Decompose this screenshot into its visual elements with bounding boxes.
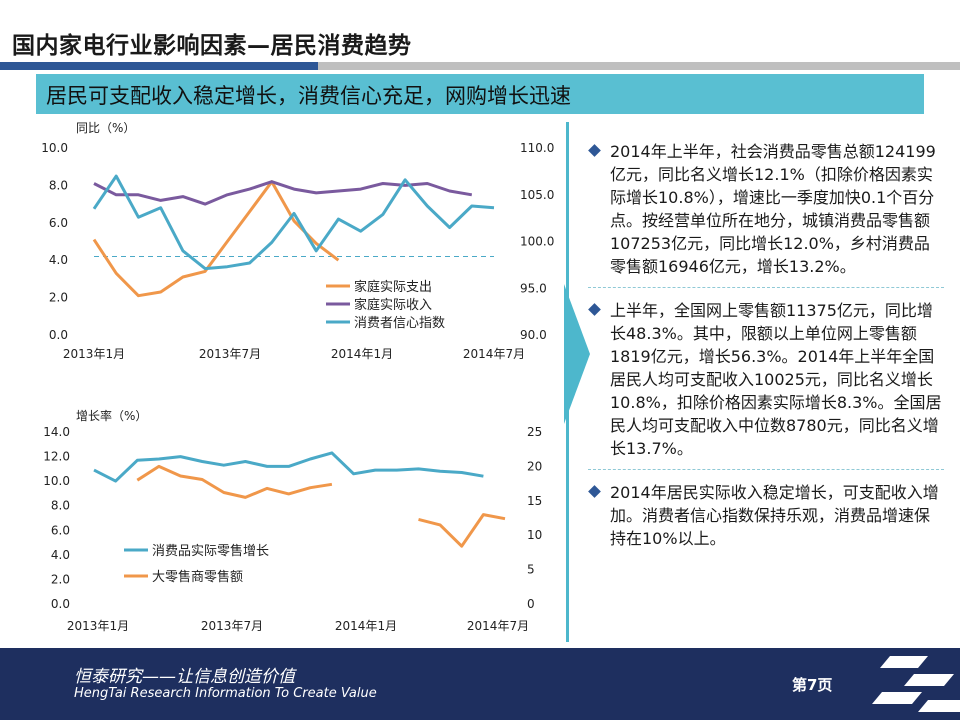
y-tick-label: 8.0 xyxy=(49,178,68,192)
x-tick-label: 2013年7月 xyxy=(199,347,261,361)
page-title: 国内家电行业影响因素—居民消费趋势 xyxy=(12,33,412,59)
y-tick-label: 10.0 xyxy=(41,141,68,155)
y2-tick-label: 100.0 xyxy=(520,235,554,249)
series-line xyxy=(93,451,484,483)
series-line xyxy=(418,513,506,548)
y2-tick-label: 110.0 xyxy=(520,141,554,155)
footer-slogan-en: HengTai Research Information To Create V… xyxy=(74,686,377,701)
legend-label: 消费品实际零售增长 xyxy=(152,543,269,559)
y-tick-label: 4.0 xyxy=(51,548,70,562)
page-number: 第7页 xyxy=(792,676,833,694)
y2-tick-label: 25 xyxy=(527,425,542,439)
x-tick-label: 2014年7月 xyxy=(467,619,529,633)
x-tick-label: 2013年1月 xyxy=(63,347,125,361)
y-tick-label: 6.0 xyxy=(51,523,70,537)
divider xyxy=(588,287,944,289)
chart-retail-growth: 增长率（%） 14.0 12.0 10.0 8.0 6.0 4.0 2.0 0.0 25 20 15 1… xyxy=(43,408,542,633)
diamond-icon xyxy=(588,485,601,498)
y-tick-label: 14.0 xyxy=(43,425,70,439)
series-line xyxy=(136,464,333,499)
y-tick-label: 2.0 xyxy=(51,572,70,586)
bullet-list: 2014年上半年，社会消费品零售总额124199亿元，同比名义增长12.1%（扣… xyxy=(588,140,944,550)
y2-tick-label: 15 xyxy=(527,494,542,508)
y-tick-label: 0.0 xyxy=(51,597,70,611)
y-tick-label: 0.0 xyxy=(49,328,68,342)
y2-tick-label: 0 xyxy=(527,597,535,611)
x-tick-label: 2014年7月 xyxy=(463,347,525,361)
diamond-icon xyxy=(588,144,601,157)
bullet-text: 上半年，全国网上零售额11375亿元，同比增长48.3%。其中，限额以上单位网上… xyxy=(610,301,942,458)
legend-label: 大零售商零售额 xyxy=(152,569,243,585)
legend-label: 消费者信心指数 xyxy=(354,316,445,331)
chevron-right-icon xyxy=(564,284,590,424)
bullet-item: 上半年，全国网上零售额11375亿元，同比增长48.3%。其中，限额以上单位网上… xyxy=(588,299,944,460)
x-tick-label: 2013年7月 xyxy=(201,619,263,633)
title-underline-accent xyxy=(0,62,318,70)
bullet-text: 2014年居民实际收入稳定增长，可支配收入增加。消费者信心指数保持乐观，消费品增… xyxy=(610,483,939,548)
y-axis-title: 增长率（%） xyxy=(76,408,147,423)
title-underline-gray xyxy=(318,62,960,70)
series-line xyxy=(92,180,340,298)
bullet-item: 2014年居民实际收入稳定增长，可支配收入增加。消费者信心指数保持乐观，消费品增… xyxy=(588,481,944,550)
y-tick-label: 10.0 xyxy=(43,474,70,488)
legend-label: 家庭实际支出 xyxy=(354,279,432,295)
y2-tick-label: 20 xyxy=(527,459,542,473)
subtitle-text: 居民可支配收入稳定增长，消费信心充足，网购增长迅速 xyxy=(46,84,571,108)
diamond-icon xyxy=(588,303,601,316)
y-tick-label: 12.0 xyxy=(43,450,70,464)
y-tick-label: 6.0 xyxy=(49,216,68,230)
y2-tick-label: 10 xyxy=(527,528,542,542)
x-tick-label: 2014年1月 xyxy=(335,619,397,633)
subtitle-banner: 居民可支配收入稳定增长，消费信心充足，网购增长迅速 xyxy=(36,74,924,114)
x-tick-label: 2013年1月 xyxy=(67,619,129,633)
footer-bar xyxy=(0,648,960,720)
y-tick-label: 8.0 xyxy=(51,499,70,513)
bullet-item: 2014年上半年，社会消费品零售总额124199亿元，同比名义增长12.1%（扣… xyxy=(588,140,944,278)
y2-tick-label: 95.0 xyxy=(520,281,547,295)
footer-slogan-cn: 恒泰研究——让信息创造价值 xyxy=(74,667,295,687)
y2-tick-label: 5 xyxy=(527,563,535,577)
charts-area: 同比（%）10.08.06.04.02.00.0110.0105.0100.09… xyxy=(41,121,554,633)
y-axis-title: 同比（%） xyxy=(76,121,135,135)
bullet-text: 2014年上半年，社会消费品零售总额124199亿元，同比名义增长12.1%（扣… xyxy=(610,142,936,276)
series-line xyxy=(92,174,495,271)
legend-label: 家庭实际收入 xyxy=(354,297,432,313)
y-tick-label: 4.0 xyxy=(49,253,68,267)
x-tick-label: 2014年1月 xyxy=(331,347,393,361)
logo-stripes-icon xyxy=(872,656,960,712)
y2-tick-label: 90.0 xyxy=(520,328,547,342)
y2-tick-label: 105.0 xyxy=(520,188,554,202)
chart-income-confidence: 同比（%） 10.0 8.0 6.0 4.0 2.0 0.0 110.0 105.0 100.0 9… xyxy=(41,121,554,361)
y-tick-label: 2.0 xyxy=(49,291,68,305)
divider xyxy=(588,469,944,471)
